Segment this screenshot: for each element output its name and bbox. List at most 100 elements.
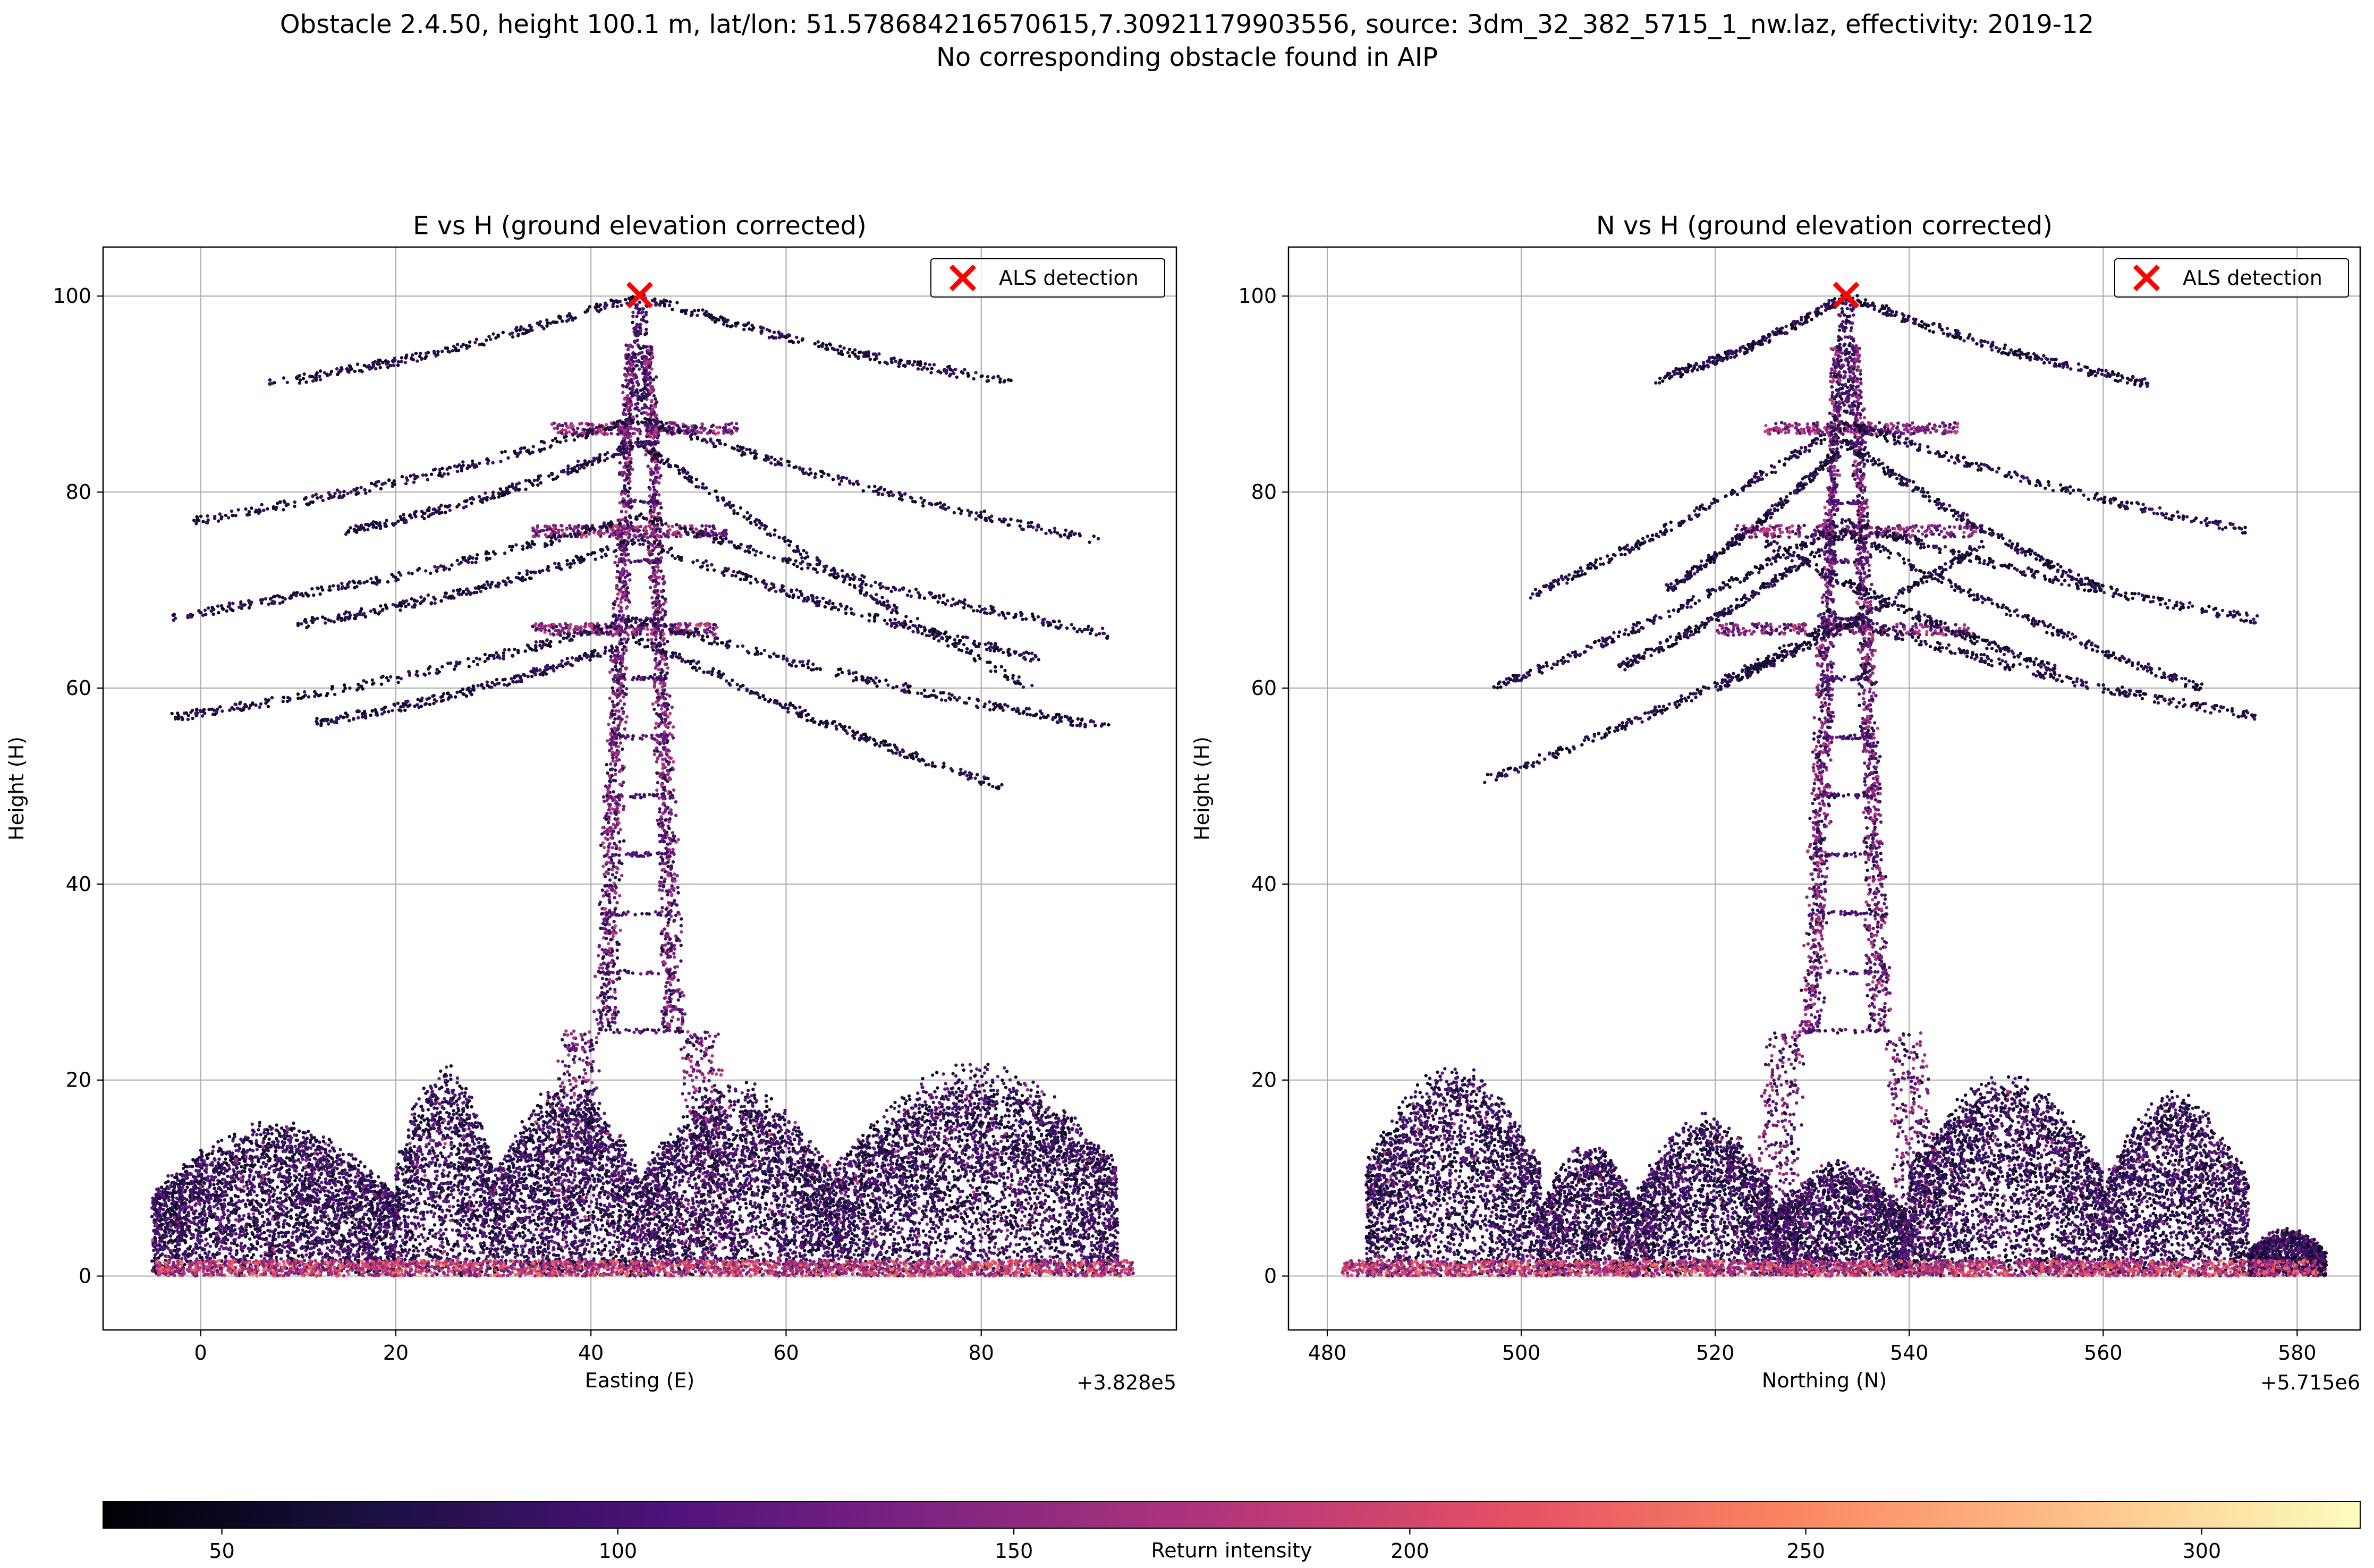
point — [618, 669, 622, 674]
point — [574, 535, 578, 539]
point — [292, 591, 296, 595]
point — [531, 535, 535, 538]
point — [881, 585, 885, 589]
point — [566, 1070, 570, 1074]
point — [563, 1033, 566, 1037]
point — [575, 525, 579, 529]
point — [615, 583, 619, 588]
point — [1012, 615, 1016, 620]
point — [560, 629, 564, 633]
point — [708, 429, 713, 433]
point — [624, 720, 628, 724]
point — [648, 478, 652, 482]
point — [845, 476, 849, 480]
point — [631, 971, 635, 975]
point — [1027, 521, 1030, 525]
point — [695, 623, 699, 627]
point — [468, 555, 472, 559]
point — [631, 381, 634, 385]
point — [648, 359, 652, 363]
point — [624, 472, 628, 477]
point — [657, 557, 660, 562]
point — [513, 450, 516, 453]
point — [689, 527, 692, 531]
point — [437, 473, 441, 477]
point — [272, 505, 276, 509]
point — [617, 878, 621, 882]
point — [295, 591, 299, 595]
point — [573, 1171, 577, 1175]
point — [587, 1030, 591, 1034]
point — [606, 996, 610, 999]
point — [663, 735, 667, 739]
point — [909, 495, 913, 499]
point — [709, 439, 713, 443]
point — [654, 375, 658, 379]
point — [435, 667, 439, 672]
point — [836, 476, 841, 480]
point — [702, 1076, 706, 1080]
point — [652, 498, 656, 502]
point — [668, 890, 672, 894]
point — [282, 696, 285, 699]
point — [582, 1068, 587, 1072]
point — [659, 633, 663, 637]
point — [476, 663, 480, 666]
point — [655, 712, 659, 716]
point — [657, 481, 661, 485]
point — [631, 737, 634, 741]
point — [346, 491, 350, 495]
point — [651, 530, 655, 535]
point — [642, 315, 646, 319]
point — [677, 624, 681, 628]
point — [638, 367, 641, 371]
point — [618, 609, 622, 613]
point — [715, 533, 718, 537]
point — [621, 391, 625, 395]
point — [630, 624, 633, 628]
point — [663, 852, 667, 856]
point — [774, 463, 777, 467]
point — [607, 723, 611, 726]
point — [679, 944, 683, 947]
point — [455, 470, 460, 473]
point — [652, 568, 656, 572]
point — [194, 522, 198, 526]
point — [662, 801, 666, 805]
point — [611, 979, 615, 983]
point — [718, 1240, 722, 1243]
point — [634, 793, 638, 796]
point — [547, 535, 550, 539]
point — [656, 525, 659, 529]
point — [703, 1036, 708, 1040]
point — [669, 1019, 674, 1023]
point — [587, 431, 590, 435]
point — [427, 671, 431, 675]
point — [583, 625, 587, 629]
point — [647, 549, 651, 554]
point — [700, 1044, 704, 1047]
point — [654, 638, 658, 641]
point — [661, 638, 665, 642]
point — [616, 650, 620, 655]
point — [686, 1038, 690, 1041]
point — [680, 1029, 684, 1033]
point — [627, 501, 631, 505]
point — [613, 561, 617, 565]
point — [657, 833, 662, 837]
point — [1039, 527, 1044, 531]
point — [572, 1057, 575, 1062]
point — [873, 485, 877, 488]
point — [579, 1032, 583, 1037]
point — [180, 715, 184, 719]
point — [609, 938, 613, 942]
point — [476, 553, 479, 557]
point — [195, 515, 199, 519]
point — [658, 810, 662, 814]
point — [1070, 530, 1074, 534]
point — [666, 923, 670, 928]
point — [690, 425, 694, 428]
point — [488, 556, 491, 561]
point — [572, 1086, 575, 1090]
point — [661, 824, 665, 828]
